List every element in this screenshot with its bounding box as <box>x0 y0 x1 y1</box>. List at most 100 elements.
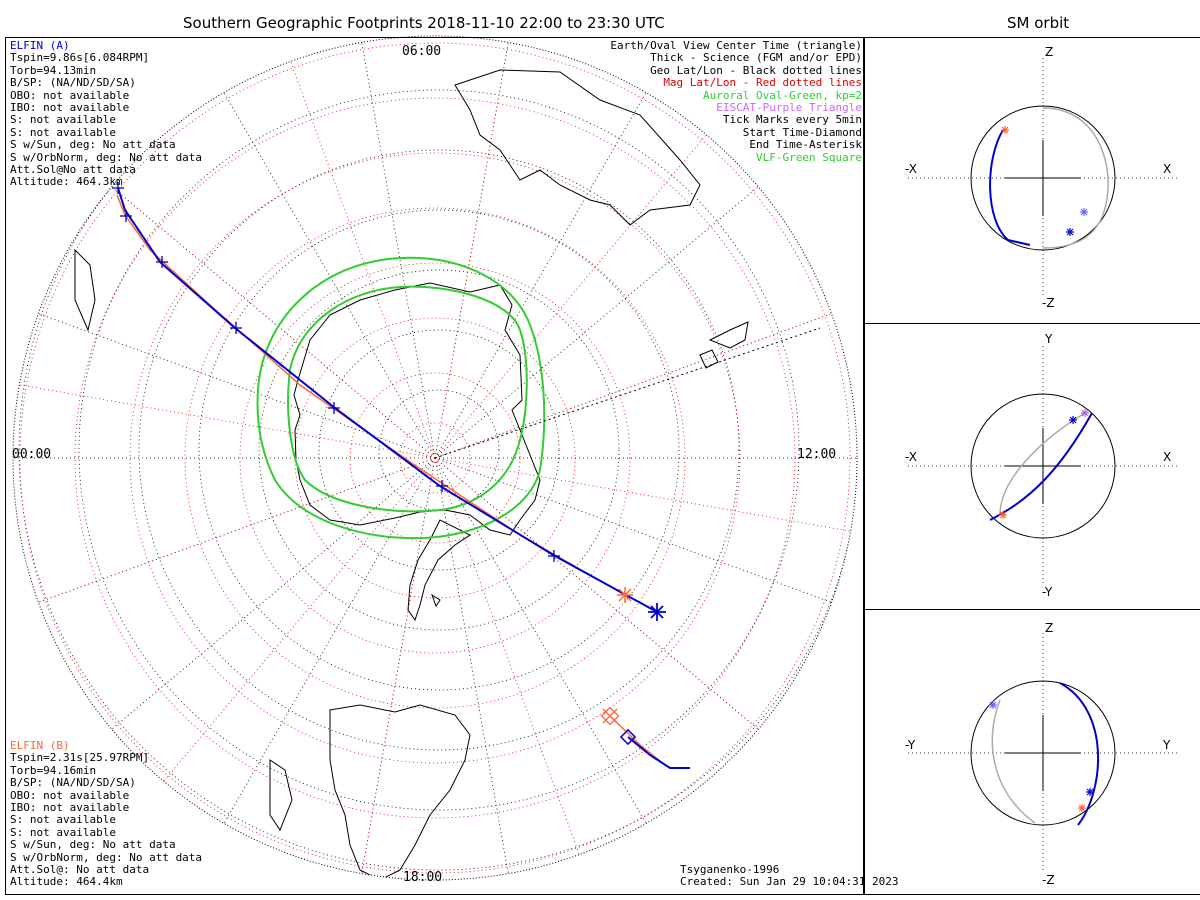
sm3-label-bottom: -Z <box>1042 873 1055 887</box>
created-label: Created: Sun Jan 29 10:04:31 2023 <box>680 875 899 889</box>
elfin-a-end-asterisk <box>648 603 666 621</box>
legend-item: VLF-Green Square <box>756 150 862 164</box>
elfin-a-line: B/SP: (NA/ND/SD/SA) <box>10 76 136 90</box>
elfin-a-line: Tspin=9.86s[6.084RPM] <box>10 51 150 65</box>
elfin-a-line: S w/Sun, deg: No att data <box>10 138 176 152</box>
geo-lat-circle <box>78 89 800 811</box>
legend-item: Mag Lat/Lon - Red dotted lines <box>663 76 862 90</box>
sm1-label-left: -X <box>905 162 917 176</box>
elfin-a-info: ELFIN (A) Tspin=9.86s[6.084RPM] Torb=94.1… <box>10 39 203 189</box>
legend-item: Thick - Science (FGM and/or EPD) <box>650 51 862 65</box>
elfin-b-line: OBO: not available <box>10 788 130 802</box>
orbit-path-elfin-a <box>989 129 1031 246</box>
mlt-label-top: 06:00 <box>402 44 442 59</box>
map-horizon <box>12 35 858 881</box>
mag-lat-circle <box>184 207 686 709</box>
footprint-map-panel <box>5 37 864 895</box>
sm3-label-left: -Y <box>905 738 916 752</box>
elfin-a-line: IBO: not available <box>10 101 130 115</box>
orbit-path-grey <box>999 412 1086 516</box>
geo-lat-circle <box>258 269 620 631</box>
elfin-a-track-line <box>117 187 658 613</box>
elfin-a-line: OBO: not available <box>10 88 130 102</box>
orbit-marker <box>1081 409 1089 417</box>
mlt-label-left: 00:00 <box>12 447 52 462</box>
sm2-label-bottom: -Y <box>1042 585 1053 599</box>
australia-coast <box>454 69 701 226</box>
antarctica-coast <box>293 282 541 536</box>
plot-title: Southern Geographic Footprints 2018-11-1… <box>183 14 665 32</box>
elfin-a-line: Torb=94.13min <box>10 63 97 77</box>
elfin-a-end-asterisk-red <box>617 587 633 603</box>
orbit-marker <box>1086 788 1094 796</box>
sm1-label-right: X <box>1163 162 1172 176</box>
orbit-marker <box>1080 208 1088 216</box>
elfin-b-line: Altitude: 464.4km <box>10 875 123 889</box>
orbit-marker <box>989 701 997 709</box>
elfin-b-line: S w/OrbNorm, deg: No att data <box>10 850 203 864</box>
model-label: Tsyganenko-1996 <box>680 863 780 876</box>
orbit-path-grey <box>991 699 1036 824</box>
mlt-label-right: 12:00 <box>797 447 837 462</box>
sm-panel-1 <box>908 58 1178 298</box>
coastlines <box>74 69 749 880</box>
elfin-a-line: Att.Sol@No att data <box>10 163 136 177</box>
mag-lat-circle <box>399 422 471 494</box>
indian-ocean-islands <box>74 248 96 332</box>
orbit-path-grey <box>1042 107 1109 249</box>
elfin-a-name: ELFIN (A) <box>10 39 70 52</box>
orbit-marker <box>999 511 1007 519</box>
mag-lat-circle <box>239 262 631 654</box>
elfin-b-start-diamond-red <box>600 706 620 726</box>
elfin-b-lines: Tspin=2.31s[25.97RPM] Torb=94.16min B/SP: … <box>10 751 203 889</box>
elfin-b-line: IBO: not available <box>10 801 130 815</box>
sm-orbit-title: SM orbit <box>1007 14 1070 32</box>
elfin-a-line: S w/OrbNorm, deg: No att data <box>10 150 203 164</box>
sm3-label-top: Z <box>1045 621 1054 635</box>
elfin-b-name: ELFIN (B) <box>10 739 70 752</box>
africa-coast <box>329 704 471 880</box>
new-zealand-coast <box>699 321 749 369</box>
sm2-label-top: Y <box>1045 332 1053 346</box>
footer: Tsyganenko-1996 Created: Sun Jan 29 10:0… <box>680 863 899 889</box>
geo-lat-circle <box>138 149 740 751</box>
elfin-b-line: Torb=94.16min <box>10 763 97 777</box>
legend-item: End Time-Asterisk <box>749 138 862 152</box>
south-america-coast <box>407 519 471 622</box>
elfin-b-start-diamond <box>619 728 637 746</box>
elfin-b-line: B/SP: (NA/ND/SD/SA) <box>10 776 136 790</box>
orbit-marker <box>1066 228 1074 236</box>
elfin-a-line: S: not available <box>10 125 116 139</box>
sm1-label-top: Z <box>1045 45 1054 59</box>
elfin-a-line: S: not available <box>10 113 116 127</box>
elfin-a-line: Altitude: 464.3km <box>10 175 123 189</box>
madagascar-coast <box>269 759 293 832</box>
legend: Earth/Oval View Center Time (triangle) Th… <box>610 39 862 164</box>
elfin-b-line: Att.Sol@: No att data <box>10 863 150 877</box>
orbit-marker <box>1069 416 1077 424</box>
elfin-b-line: S: not available <box>10 825 116 839</box>
sm-panel-3 <box>908 633 1178 873</box>
auroral-ovals <box>256 256 546 540</box>
elfin-a-lines: Tspin=9.86s[6.084RPM] Torb=94.13min B/SP: … <box>10 51 203 189</box>
geo-lat-circle <box>198 209 680 691</box>
legend-item: Earth/Oval View Center Time (triangle) <box>610 39 862 52</box>
auroral-oval-outer <box>256 256 546 540</box>
geo-lat-circle <box>378 389 500 511</box>
legend-item: Auroral Oval-Green, kp=2 <box>703 88 862 102</box>
elfin-b-line: S w/Sun, deg: No att data <box>10 838 176 852</box>
auroral-oval-inner <box>287 285 528 513</box>
orbit-marker <box>1001 126 1009 134</box>
elfin-b-track-line <box>627 736 690 769</box>
legend-item: EISCAT-Purple Triangle <box>716 101 862 115</box>
geo-lat-circle <box>318 329 560 571</box>
orbit-path-elfin-a <box>1059 682 1099 826</box>
elfin-b-info: ELFIN (B) Tspin=2.31s[25.97RPM] Torb=94.1… <box>10 739 203 889</box>
sm2-label-right: X <box>1163 450 1172 464</box>
elfin-b-track <box>609 715 690 769</box>
sm1-label-bottom: -Z <box>1042 296 1055 310</box>
orbit-marker <box>1078 804 1086 812</box>
sm-panel-2 <box>908 346 1178 586</box>
